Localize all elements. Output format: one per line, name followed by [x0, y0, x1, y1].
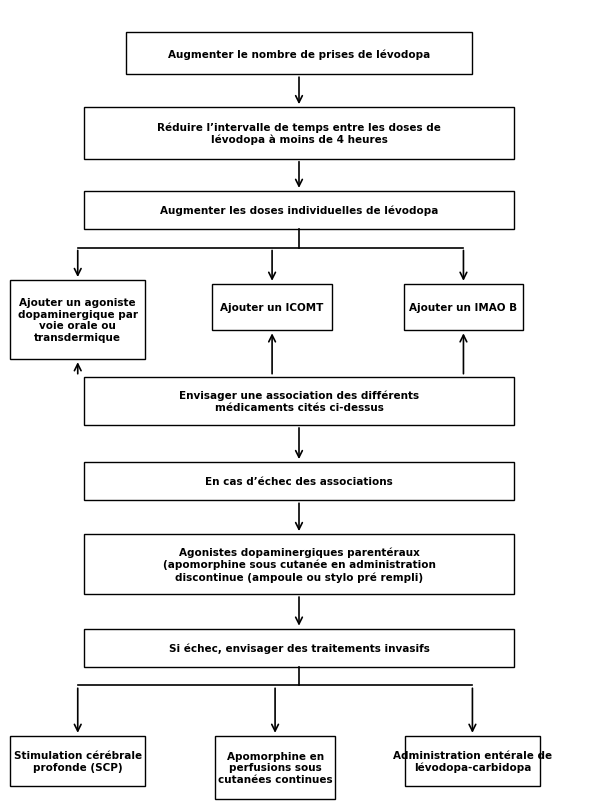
FancyBboxPatch shape	[84, 534, 514, 594]
FancyBboxPatch shape	[404, 285, 523, 331]
FancyBboxPatch shape	[215, 736, 335, 800]
FancyBboxPatch shape	[212, 285, 332, 331]
FancyBboxPatch shape	[84, 462, 514, 501]
Text: Agonistes dopaminergiques parentéraux
(apomorphine sous cutanée en administratio: Agonistes dopaminergiques parentéraux (a…	[163, 547, 435, 581]
Text: Augmenter les doses individuelles de lévodopa: Augmenter les doses individuelles de lév…	[160, 205, 438, 216]
FancyBboxPatch shape	[84, 191, 514, 230]
FancyBboxPatch shape	[84, 108, 514, 160]
FancyBboxPatch shape	[405, 736, 539, 786]
Text: Stimulation cérébrale
profonde (SCP): Stimulation cérébrale profonde (SCP)	[14, 750, 142, 771]
Text: Réduire l’intervalle de temps entre les doses de
lévodopa à moins de 4 heures: Réduire l’intervalle de temps entre les …	[157, 122, 441, 145]
Text: Ajouter un ICOMT: Ajouter un ICOMT	[221, 303, 324, 313]
Text: Si échec, envisager des traitements invasifs: Si échec, envisager des traitements inva…	[169, 643, 429, 653]
Text: Envisager une association des différents
médicaments cités ci-dessus: Envisager une association des différents…	[179, 390, 419, 412]
FancyBboxPatch shape	[84, 629, 514, 667]
Text: En cas d’échec des associations: En cas d’échec des associations	[205, 477, 393, 487]
FancyBboxPatch shape	[84, 377, 514, 426]
Text: Ajouter un agoniste
dopaminergique par
voie orale ou
transdermique: Ajouter un agoniste dopaminergique par v…	[18, 298, 138, 342]
Text: Administration entérale de
lévodopa-carbidopa: Administration entérale de lévodopa-carb…	[393, 749, 552, 772]
FancyBboxPatch shape	[126, 33, 472, 75]
Text: Augmenter le nombre de prises de lévodopa: Augmenter le nombre de prises de lévodop…	[168, 49, 430, 59]
FancyBboxPatch shape	[11, 281, 145, 360]
Text: Ajouter un IMAO B: Ajouter un IMAO B	[410, 303, 517, 313]
FancyBboxPatch shape	[11, 736, 145, 786]
Text: Apomorphine en
perfusions sous
cutanées continues: Apomorphine en perfusions sous cutanées …	[218, 751, 332, 784]
